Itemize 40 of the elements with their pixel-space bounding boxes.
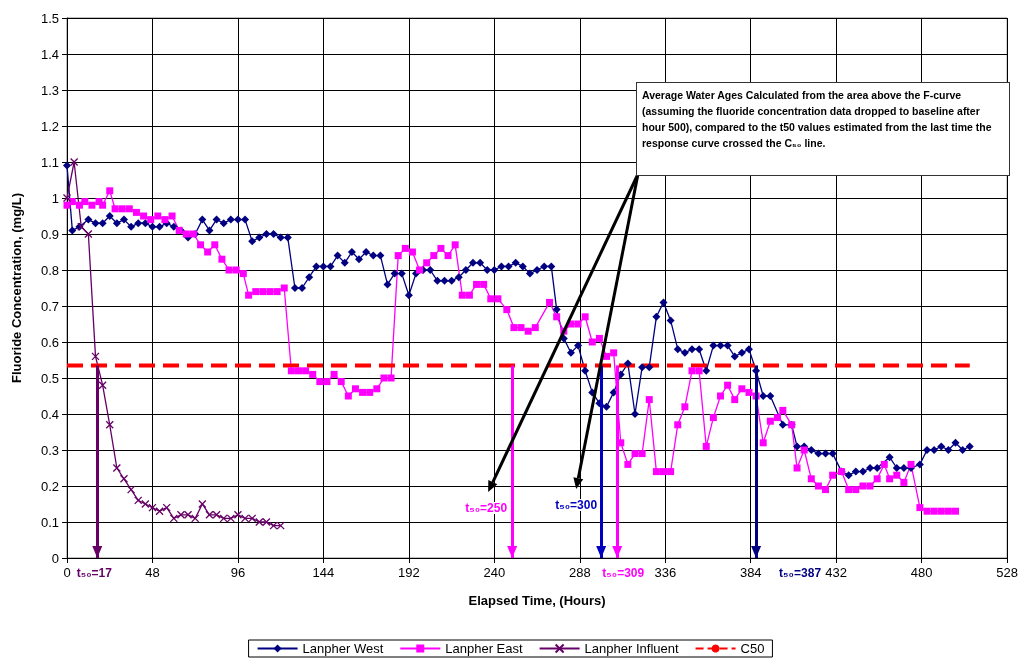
y-tick-label: 0.3 <box>40 442 59 458</box>
y-tick-label: 1.1 <box>40 154 59 170</box>
y-tick-label: 0.4 <box>40 406 59 422</box>
y-tick-label: 1.5 <box>40 10 59 26</box>
ref-line-label: t₅₀=300 <box>555 498 598 512</box>
x-tick-label: 336 <box>654 565 677 580</box>
note-box: Average Water Ages Calculated from the area above the F-curve (assuming the fluoride concentration data dropped to baseline after hour 500), compared to the t50 values estimated from the last time the response curve crossed the C₅₀ line. <box>636 82 1010 176</box>
y-tick-label: 1.2 <box>40 118 59 134</box>
y-tick-label: 0.8 <box>40 262 59 278</box>
y-tick-label: 1.3 <box>40 82 59 98</box>
y-tick-label: 0.1 <box>40 514 59 530</box>
ref-line-label: t₅₀=17 <box>76 566 113 580</box>
x-tick-label: 144 <box>312 565 335 580</box>
y-tick-label: 0 <box>51 550 59 566</box>
x-tick-label: 288 <box>568 565 591 580</box>
ref-line-label: t₅₀=387 <box>779 566 822 580</box>
legend-label: Lanpher West <box>302 641 384 656</box>
x-tick-label: 480 <box>910 565 933 580</box>
legend-label: Lanpher East <box>445 641 523 656</box>
y-axis-title: Fluoride Concentration, (mg/L) <box>9 193 24 383</box>
x-tick-label: 0 <box>63 565 71 580</box>
x-tick-label: 432 <box>825 565 848 580</box>
x-tick-label: 384 <box>739 565 762 580</box>
y-tick-label: 0.9 <box>40 226 59 242</box>
x-tick-label: 48 <box>145 565 160 580</box>
legend-label: Lanpher Influent <box>584 641 679 656</box>
y-tick-label: 0.5 <box>40 370 59 386</box>
y-tick-label: 1 <box>51 190 59 206</box>
y-tick-label: 0.6 <box>40 334 59 350</box>
x-tick-label: 240 <box>483 565 506 580</box>
x-tick-label: 528 <box>996 565 1019 580</box>
ref-line-label: t₅₀=250 <box>465 501 508 515</box>
x-tick-label: 192 <box>398 565 420 580</box>
legend-label: C50 <box>740 641 765 656</box>
x-axis-title: Elapsed Time, (Hours) <box>468 593 606 608</box>
y-tick-label: 0.7 <box>40 298 59 314</box>
ref-line-label: t₅₀=309 <box>602 566 645 580</box>
x-tick-label: 96 <box>230 565 246 580</box>
y-tick-label: 0.2 <box>40 478 59 494</box>
y-tick-label: 1.4 <box>40 46 59 62</box>
